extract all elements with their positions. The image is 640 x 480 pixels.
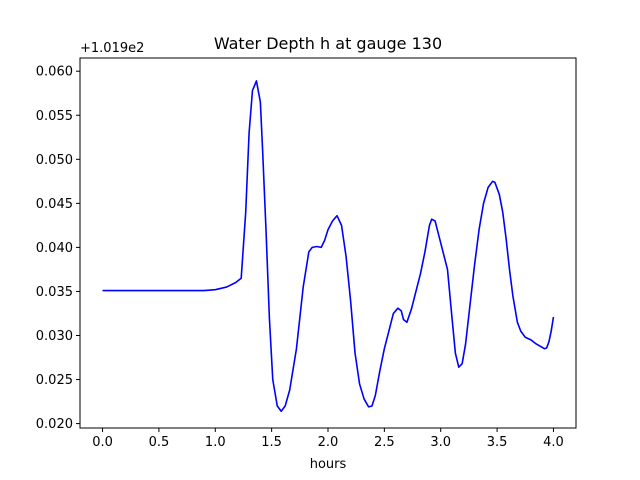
y-tick-label: 0.040 bbox=[36, 241, 73, 256]
x-tick-label: 1.0 bbox=[205, 435, 226, 450]
y-tick-label: 0.060 bbox=[36, 65, 73, 80]
x-tick-label: 0.5 bbox=[149, 435, 170, 450]
x-tick-label: 0.0 bbox=[92, 435, 113, 450]
y-tick-label: 0.050 bbox=[36, 153, 73, 168]
y-tick-label: 0.025 bbox=[36, 373, 73, 388]
plot-area: 0.0 0.5 1.0 1.5 2.0 2.5 3.0 3.5 4.0 0.020 0.025 0.0… bbox=[36, 57, 577, 450]
x-tick-label: 3.5 bbox=[487, 435, 508, 450]
y-axis-offset-text: +1.019e2 bbox=[80, 41, 144, 56]
x-tick-label: 2.5 bbox=[374, 435, 395, 450]
x-tick-label: 2.0 bbox=[318, 435, 339, 450]
y-tick-label: 0.055 bbox=[36, 109, 73, 124]
x-tick-label: 3.0 bbox=[430, 435, 451, 450]
y-tick-label: 0.045 bbox=[36, 197, 73, 212]
x-axis-label: hours bbox=[310, 457, 347, 472]
chart-title: Water Depth h at gauge 130 bbox=[214, 34, 442, 53]
y-tick-label: 0.035 bbox=[36, 285, 73, 300]
y-tick-label: 0.020 bbox=[36, 417, 73, 432]
series-line-1 bbox=[102, 80, 555, 413]
x-tick-label: 4.0 bbox=[543, 435, 564, 450]
y-tick-label: 0.030 bbox=[36, 329, 73, 344]
x-tick-label: 1.5 bbox=[261, 435, 282, 450]
